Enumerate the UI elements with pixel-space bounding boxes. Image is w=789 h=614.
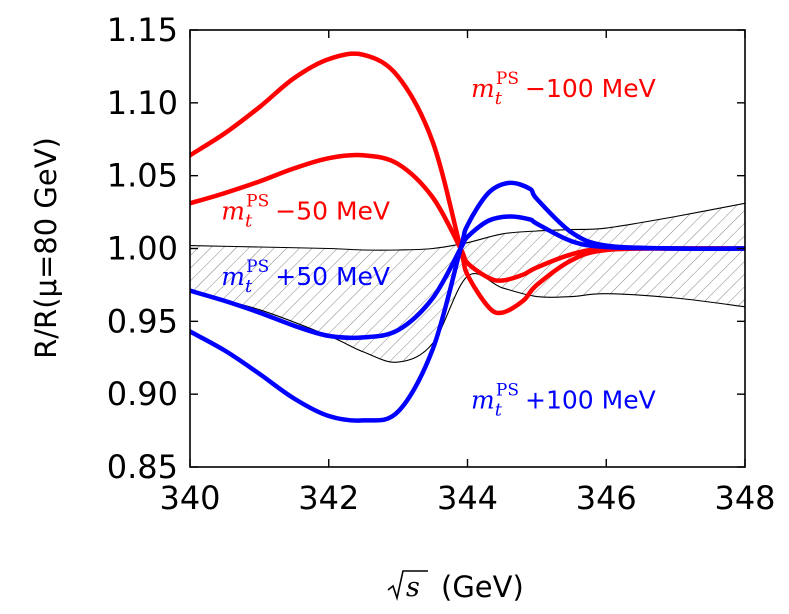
series-line-1 [190,51,745,316]
series-line-2 [190,152,745,283]
series-line-4 [190,180,745,423]
x-tick-label: 348 [714,479,775,517]
band-upper-edge [190,202,745,251]
x-axis-title: s (GeV) [387,570,524,604]
y-axis-label: R/R(μ=80 GeV) [29,137,63,359]
x-tick-label: 342 [298,479,359,517]
axis-ticks: 340 342 344 346 348 0.85 0.90 0.95 1.00 1.05 1.10 1… [107,11,776,517]
curve-annotations: mtPS −100 MeV mtPS −50 MeV mtPS +50 MeV mtPS +1… [221,69,655,421]
x-axis-radicand: s [406,572,420,603]
y-tick-label: 0.90 [107,375,178,413]
curve-label-2: mtPS −50 MeV [221,191,390,231]
curve-label-3: mtPS +50 MeV [221,257,390,297]
sqrt-sign [387,570,428,601]
x-tick-label: 344 [437,479,498,517]
x-axis-label: (GeV) [441,570,524,604]
y-tick-label: 0.85 [107,448,178,486]
x-tick-label: 340 [159,479,220,517]
y-tick-label: 0.95 [107,302,178,340]
series-lines [190,51,745,423]
curve-label-4: mtPS +100 MeV [471,381,656,421]
y-tick-label: 1.05 [107,157,178,195]
y-tick-label: 1.00 [107,230,178,268]
y-tick-label: 1.15 [107,11,178,49]
curve-label-1: mtPS −100 MeV [471,69,656,109]
y-tick-label: 1.10 [107,84,178,122]
x-tick-label: 346 [576,479,637,517]
band-fill [190,203,745,363]
